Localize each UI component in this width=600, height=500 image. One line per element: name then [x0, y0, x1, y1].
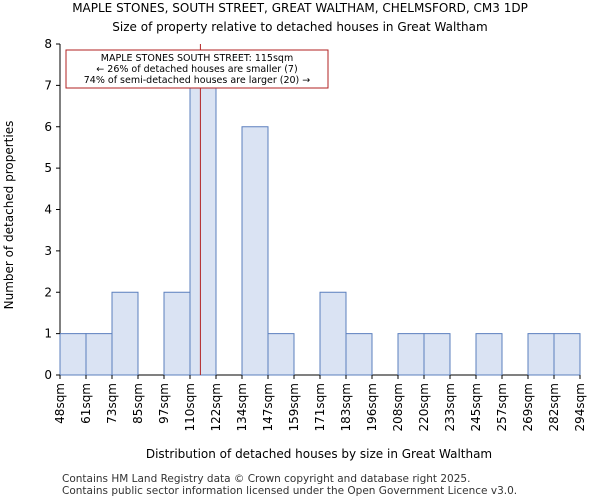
bar — [527, 333, 555, 376]
x-tick-label: 48sqm — [53, 383, 67, 424]
y-tick-label: 6 — [44, 120, 52, 134]
y-tick-label: 5 — [44, 161, 52, 175]
footer-line-2: Contains public sector information licen… — [62, 485, 518, 497]
x-tick-label: 122sqm — [209, 383, 223, 431]
annotation-box — [65, 49, 329, 89]
y-tick-label: 0 — [44, 368, 52, 382]
x-tick-label: 73sqm — [105, 383, 119, 424]
x-tick-label: 294sqm — [573, 383, 587, 431]
x-tick-label: 147sqm — [261, 383, 275, 431]
x-tick-label: 257sqm — [495, 383, 509, 431]
y-tick-label: 7 — [44, 78, 52, 92]
bar — [423, 333, 451, 376]
x-tick-label: 208sqm — [391, 383, 405, 431]
bar — [475, 333, 503, 376]
x-tick-label: 245sqm — [469, 383, 483, 431]
y-axis-label: Number of detached properties — [2, 121, 16, 310]
x-tick-label: 159sqm — [287, 383, 301, 431]
bar — [241, 126, 269, 376]
bar — [345, 333, 373, 376]
bar — [163, 291, 191, 376]
chart-title: MAPLE STONES, SOUTH STREET, GREAT WALTHA… — [72, 1, 528, 15]
x-tick-label: 97sqm — [157, 383, 171, 424]
x-axis-label: Distribution of detached houses by size … — [146, 447, 492, 461]
y-tick-label: 8 — [44, 37, 52, 51]
x-tick-label: 269sqm — [521, 383, 535, 431]
x-tick-label: 282sqm — [547, 383, 561, 431]
y-tick-label: 3 — [44, 244, 52, 258]
plot-area: 0 1 2 3 4 5 6 7 8 48sqm 61sqm 73sqm 85sqm 97sqm 110sqm… — [44, 37, 587, 431]
bar — [267, 333, 295, 376]
annotation-line: 74% of semi-detached houses are larger (… — [84, 75, 311, 86]
x-tick-label: 220sqm — [417, 383, 431, 431]
annotation-line: ← 26% of detached houses are smaller (7) — [96, 64, 297, 75]
x-tick-label: 171sqm — [313, 383, 327, 431]
y-tick-label: 2 — [44, 285, 52, 299]
bar — [59, 333, 87, 376]
x-tick-label: 233sqm — [443, 383, 457, 431]
bar — [189, 84, 217, 376]
bar — [397, 333, 425, 376]
x-tick-label: 183sqm — [339, 383, 353, 431]
x-tick-label: 85sqm — [131, 383, 145, 424]
x-tick-label: 61sqm — [79, 383, 93, 424]
annotation-line: MAPLE STONES SOUTH STREET: 115sqm — [101, 53, 293, 64]
x-tick-label: 196sqm — [365, 383, 379, 431]
bar — [319, 291, 347, 376]
x-tick-label: 134sqm — [235, 383, 249, 431]
bar — [553, 333, 581, 376]
bar — [111, 291, 139, 376]
bar — [85, 333, 113, 376]
chart-subtitle: Size of property relative to detached ho… — [112, 20, 487, 34]
footer-line-1: Contains HM Land Registry data © Crown c… — [62, 473, 471, 485]
y-tick-label: 1 — [44, 327, 52, 341]
y-tick-label: 4 — [44, 203, 52, 217]
x-tick-label: 110sqm — [183, 383, 197, 431]
